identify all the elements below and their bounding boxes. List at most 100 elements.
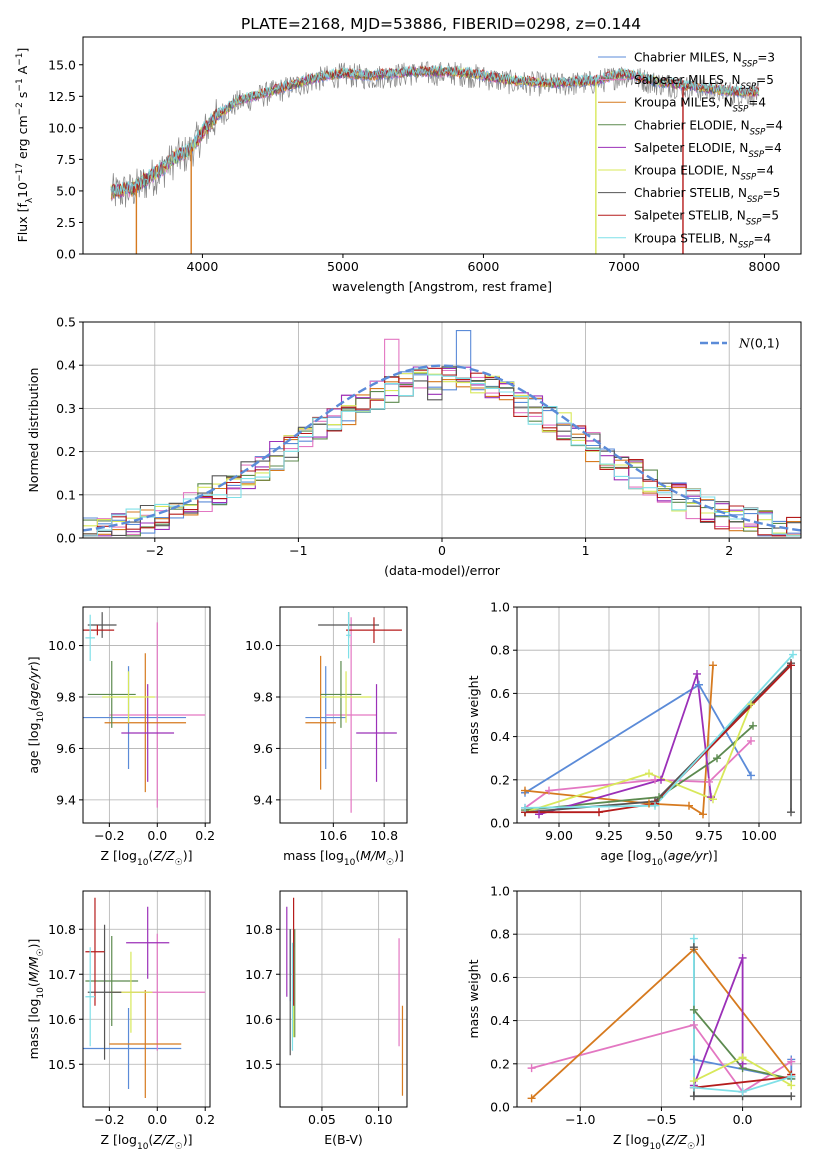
x-tick-label: −1.0 xyxy=(565,1112,595,1127)
label-part: mass [log xyxy=(26,999,41,1060)
label-part: ☉ xyxy=(687,1142,695,1152)
y-tick-label: 10.8 xyxy=(245,922,273,937)
plot-area xyxy=(110,61,760,254)
plus-marker xyxy=(789,650,797,659)
label-part: ☉ xyxy=(36,948,46,956)
x-tick-label: −2 xyxy=(146,543,164,558)
x-tick-label: 0.05 xyxy=(308,1112,336,1127)
plus-marker xyxy=(693,669,701,678)
label-part: ☉ xyxy=(175,1142,183,1152)
y-tick-label: 0.1 xyxy=(56,487,76,502)
axes-frame xyxy=(82,606,211,824)
legend-label: Chabrier ELODIE, NSSP=4 xyxy=(634,118,783,137)
histogram-step-line xyxy=(83,368,801,537)
y-tick-label: 10.8 xyxy=(48,922,76,937)
x-axis-label: age [log10(age/yr)] xyxy=(600,848,717,868)
y-tick-label: 0.6 xyxy=(490,686,510,701)
x-tick-label: 10.8 xyxy=(370,828,398,843)
x-tick-label: 0 xyxy=(438,543,446,558)
y-tick-label: 10.7 xyxy=(48,967,76,982)
y-tick-label: 0.8 xyxy=(490,643,510,658)
label-part: )] xyxy=(183,1132,193,1147)
y-tick-label: 0.0 xyxy=(56,247,76,262)
y-tick-label: 10.0 xyxy=(48,120,76,135)
plus-marker xyxy=(747,736,755,745)
label-part: 10 xyxy=(344,858,356,868)
x-axis-label: (data-model)/error xyxy=(384,563,501,578)
x-tick-label: 10.00 xyxy=(741,828,777,843)
plus-marker xyxy=(521,803,529,812)
label-part: Z/Z xyxy=(665,1132,688,1147)
plus-marker xyxy=(787,1081,796,1090)
label-part: s xyxy=(15,92,30,103)
y-tick-label: 12.5 xyxy=(48,89,76,104)
label-part: ☉ xyxy=(386,858,394,868)
plus-marker xyxy=(695,680,703,689)
x-tick-label: 9.50 xyxy=(645,828,673,843)
y-tick-label: 1.0 xyxy=(490,600,510,615)
x-tick-label: 0.2 xyxy=(195,1112,215,1127)
plus-marker xyxy=(689,1020,698,1029)
label-part: 10 xyxy=(137,1142,149,1152)
label-part: 10 xyxy=(36,711,46,723)
label-part: ( xyxy=(26,706,41,711)
label-part: age [log xyxy=(26,722,41,773)
plus-marker xyxy=(747,771,755,780)
y-tick-label: 10.7 xyxy=(245,967,273,982)
plus-marker xyxy=(709,795,717,804)
x-tick-label: 0.0 xyxy=(733,1112,753,1127)
label-part: )] xyxy=(394,848,404,863)
label-part: 10 xyxy=(649,1142,661,1152)
legend-label: Salpeter MILES, NSSP=5 xyxy=(634,73,774,92)
y-tick-label: 0.4 xyxy=(490,729,510,744)
label-part: Flux [f xyxy=(15,203,30,243)
legend-label-main: Kroupa MILES, N xyxy=(634,96,733,110)
y-tick-label: 0.0 xyxy=(56,531,76,546)
plus-marker xyxy=(689,1083,698,1092)
x-axis-label: wavelength [Angstrom, rest frame] xyxy=(332,279,552,294)
age-vs-metallicity-panel: −0.2 0.0 0.29.49.69.810.0Z [log10(Z/Z☉)]ag… xyxy=(26,606,215,868)
y-tick-label: 1.0 xyxy=(490,884,510,899)
axes-frame xyxy=(516,890,802,1108)
y-axis-label: mass weight xyxy=(466,675,481,754)
y-axis-label: age [log10(age/yr)] xyxy=(26,656,46,773)
legend-label-main: Kroupa STELIB, N xyxy=(634,231,738,245)
label-part: ( xyxy=(26,982,41,987)
histogram-step-line xyxy=(83,366,801,536)
y-tick-label: 0.6 xyxy=(490,970,510,985)
y-tick-label: 0.2 xyxy=(56,444,76,459)
x-tick-label: 1 xyxy=(582,543,590,558)
label-part: Z [log xyxy=(101,1132,137,1147)
plus-marker xyxy=(689,1005,698,1014)
mass-weight-line xyxy=(538,673,712,816)
y-tick-label: 2.5 xyxy=(56,215,76,230)
x-axis-label: mass [log10(M/M☉)] xyxy=(283,848,404,868)
plus-marker xyxy=(705,777,713,786)
legend-label-suffix: =3 xyxy=(757,51,775,65)
legend-label: N(0,1) xyxy=(738,336,780,351)
legend-label-main: Chabrier STELIB, N xyxy=(634,186,747,200)
legend-label-suffix: =5 xyxy=(756,73,774,87)
y-tick-label: 7.5 xyxy=(56,152,76,167)
axes-frame xyxy=(82,36,802,255)
plus-marker xyxy=(521,786,529,795)
mass-weight-line xyxy=(525,664,792,814)
legend-label-main: Salpeter MILES, N xyxy=(634,73,741,87)
label-part: Z [log xyxy=(613,1132,649,1147)
label-part: ( xyxy=(355,848,360,863)
y-tick-label: 15.0 xyxy=(48,57,76,72)
plus-marker xyxy=(749,721,757,730)
y-tick-label: 10.6 xyxy=(48,1012,76,1027)
legend-label: Kroupa ELODIE, NSSP=4 xyxy=(634,164,774,183)
label-part: 10 xyxy=(137,858,149,868)
label-part: −2 xyxy=(15,102,25,115)
plot-area xyxy=(83,330,801,537)
plus-marker xyxy=(645,769,653,778)
legend-label-suffix: =4 xyxy=(748,96,766,110)
figure-title: PLATE=2168, MJD=53886, FIBERID=0298, z=0… xyxy=(241,15,641,33)
x-tick-label: 7000 xyxy=(608,259,640,274)
x-tick-label: 9.75 xyxy=(695,828,723,843)
y-tick-label: 0.3 xyxy=(56,401,76,416)
label-part: )] xyxy=(183,848,193,863)
mass-vs-ebv-panel: 0.05 0.10 10.5 10.6 10.7 10.8 E(B-V) xyxy=(245,890,408,1147)
